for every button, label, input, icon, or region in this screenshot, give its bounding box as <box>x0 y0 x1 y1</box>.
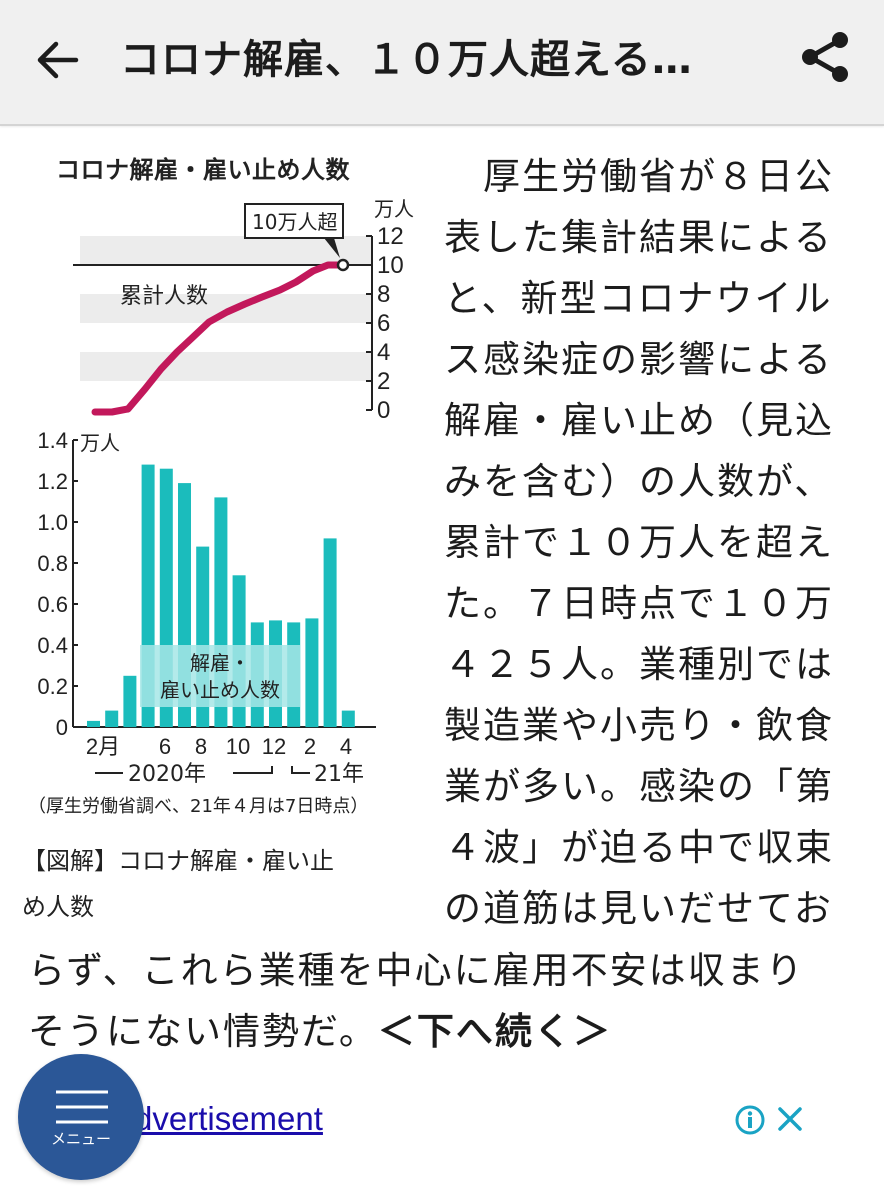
article-body-full: らず、これら業種を中心に雇用不安は収まり そうにない情勢だ。＜下へ続く＞ <box>28 940 868 1062</box>
ad-info-button[interactable] <box>734 1104 766 1136</box>
svg-text:2: 2 <box>377 368 390 395</box>
article-line: た。７日時点で１０万 <box>444 582 834 625</box>
callout-10man: 10万人超 <box>244 203 344 258</box>
cumulative-line <box>91 261 347 416</box>
bar <box>87 720 100 727</box>
article-line: 厚生労働省が８日公 <box>444 155 834 198</box>
cumulative-label: 累計人数 <box>120 284 208 309</box>
arrow-left-icon <box>37 41 79 79</box>
share-button[interactable] <box>796 28 854 86</box>
svg-text:0: 0 <box>56 715 68 740</box>
svg-text:2月: 2月 <box>86 734 120 759</box>
svg-text:12: 12 <box>377 223 404 250</box>
back-button[interactable] <box>32 36 84 84</box>
svg-text:1.2: 1.2 <box>37 469 68 494</box>
line-chart-bands <box>80 236 372 381</box>
article-line: ４波」が迫る中で収束 <box>444 826 834 869</box>
infographic: コロナ解雇・雇い止め人数 12 10 8 6 4 2 0 <box>20 140 430 830</box>
endpoint-marker <box>336 258 350 272</box>
article-line: 業が多い。感染の「第 <box>444 765 834 808</box>
hamburger-icon <box>56 1090 108 1124</box>
article-line: と、新型コロナウイル <box>444 277 833 320</box>
year-2021-label: 21年 <box>314 762 364 787</box>
bar-label-line2: 雇い止め人数 <box>160 678 280 702</box>
svg-text:10: 10 <box>226 734 250 759</box>
figure-caption: 【図解】コロナ解雇・雇い止 め人数 <box>22 847 334 921</box>
article-line: 表した集計結果による <box>444 216 833 259</box>
year-brackets <box>95 766 310 774</box>
svg-text:0.2: 0.2 <box>37 674 68 699</box>
page-title: コロナ解雇、１０万人超える… <box>120 37 693 83</box>
bar-chart-unit: 万人 <box>80 431 120 455</box>
ad-close-button[interactable] <box>776 1104 804 1134</box>
continue-link[interactable]: ＜下へ続く＞ <box>377 1010 612 1053</box>
menu-button[interactable]: メニュー <box>18 1054 144 1180</box>
info-icon <box>735 1105 765 1135</box>
bar <box>305 618 319 728</box>
bar <box>123 675 137 728</box>
svg-text:10: 10 <box>377 252 404 279</box>
article-body-column: 厚生労働省が８日公 表した集計結果による と、新型コロナウイル ス感染症の影響に… <box>444 146 864 939</box>
share-icon <box>802 32 848 82</box>
article-line: そうにない情勢だ。＜下へ続く＞ <box>28 1010 612 1053</box>
app-header: コロナ解雇、１０万人超える… <box>0 0 884 126</box>
bar <box>105 710 119 727</box>
svg-text:2: 2 <box>304 734 316 759</box>
article-line: 累計で１０万人を超え <box>444 521 834 564</box>
bar-chart-x-ticks: 2月 6 8 10 12 2 4 <box>86 734 352 759</box>
svg-text:0.8: 0.8 <box>37 551 68 576</box>
article-line: 製造業や小売り・飲食 <box>444 704 834 747</box>
close-icon <box>778 1107 802 1131</box>
svg-text:4: 4 <box>340 734 352 759</box>
line-chart-unit: 万人 <box>374 197 414 221</box>
svg-text:8: 8 <box>195 734 207 759</box>
figure-title: コロナ解雇・雇い止め人数 <box>56 156 350 184</box>
article-line: みを含む）の人数が、 <box>444 460 834 503</box>
svg-text:0.4: 0.4 <box>37 633 68 658</box>
menu-label: メニュー <box>50 1130 111 1148</box>
svg-text:6: 6 <box>159 734 171 759</box>
article-line: 解雇・雇い止め（見込 <box>444 399 834 442</box>
bar <box>323 538 337 727</box>
bar <box>341 710 355 727</box>
bar-label-line1: 解雇・ <box>190 651 250 675</box>
svg-text:1.0: 1.0 <box>37 510 68 535</box>
svg-text:0.6: 0.6 <box>37 592 68 617</box>
article-line: ス感染症の影響による <box>444 338 833 381</box>
bar-chart-y-ticks: 1.4 1.2 1.0 0.8 0.6 0.4 0.2 0 <box>37 428 68 740</box>
year-2020-label: 2020年 <box>128 762 206 787</box>
chart-canvas: 12 10 8 6 4 2 0 万人 10万人超 累計人数 <box>28 197 414 817</box>
source-note: （厚生労働省調べ、21年４月は7日時点） <box>28 796 368 817</box>
svg-text:12: 12 <box>262 734 286 759</box>
line-chart-y-ticks: 12 10 8 6 4 2 0 <box>377 223 404 424</box>
svg-text:4: 4 <box>377 339 390 366</box>
bar-label-band <box>140 645 300 707</box>
svg-text:0: 0 <box>377 397 390 424</box>
svg-text:10万人超: 10万人超 <box>252 210 337 234</box>
svg-text:6: 6 <box>377 310 390 337</box>
advertisement-bar: Advertisement <box>0 1090 884 1160</box>
svg-text:1.4: 1.4 <box>37 428 68 453</box>
article-line: の道筋は見いだせてお <box>444 887 833 930</box>
line-chart-y-axis <box>366 235 373 411</box>
article-line: ４２５人。業種別では <box>444 643 834 686</box>
svg-text:8: 8 <box>377 281 390 308</box>
advertisement-link[interactable]: Advertisement <box>112 1100 323 1137</box>
article-line: らず、これら業種を中心に雇用不安は収まり <box>28 949 805 992</box>
